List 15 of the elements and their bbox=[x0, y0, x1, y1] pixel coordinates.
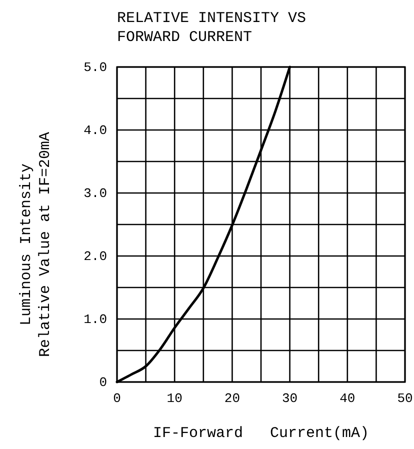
y-tick-label: 4.0 bbox=[84, 123, 107, 138]
y-tick-label: 1.0 bbox=[84, 312, 107, 327]
y-tick-label: 5.0 bbox=[84, 60, 107, 75]
x-tick-label: 20 bbox=[224, 391, 240, 406]
chart-title: RELATIVE INTENSITY VS FORWARD CURRENT bbox=[117, 10, 306, 46]
x-tick-label: 0 bbox=[113, 391, 121, 406]
x-tick-label: 30 bbox=[282, 391, 298, 406]
x-tick-label: 10 bbox=[166, 391, 182, 406]
x-tick-label: 50 bbox=[397, 391, 413, 406]
x-axis-title: IF-Forward Current(mA) bbox=[152, 425, 370, 442]
y-axis-title: Luminous Intensity Relative Value at IF=20mA bbox=[18, 132, 54, 358]
y-tick-label: 0 bbox=[99, 375, 107, 390]
y-tick-label: 2.0 bbox=[84, 249, 107, 264]
y-tick-label: 3.0 bbox=[84, 186, 107, 201]
x-tick-label: 40 bbox=[340, 391, 356, 406]
